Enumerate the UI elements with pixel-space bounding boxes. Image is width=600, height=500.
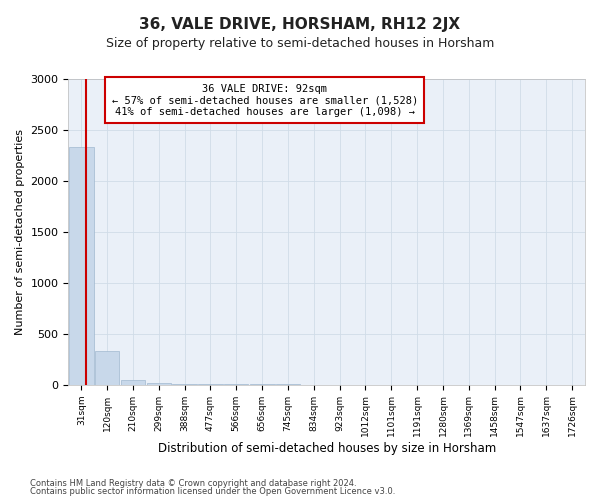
Text: Contains HM Land Registry data © Crown copyright and database right 2024.: Contains HM Land Registry data © Crown c… bbox=[30, 478, 356, 488]
Text: 36 VALE DRIVE: 92sqm
← 57% of semi-detached houses are smaller (1,528)
41% of se: 36 VALE DRIVE: 92sqm ← 57% of semi-detac… bbox=[112, 84, 418, 117]
X-axis label: Distribution of semi-detached houses by size in Horsham: Distribution of semi-detached houses by … bbox=[158, 442, 496, 455]
Text: Contains public sector information licensed under the Open Government Licence v3: Contains public sector information licen… bbox=[30, 487, 395, 496]
Text: 36, VALE DRIVE, HORSHAM, RH12 2JX: 36, VALE DRIVE, HORSHAM, RH12 2JX bbox=[139, 18, 461, 32]
Y-axis label: Number of semi-detached properties: Number of semi-detached properties bbox=[15, 129, 25, 335]
Text: Size of property relative to semi-detached houses in Horsham: Size of property relative to semi-detach… bbox=[106, 38, 494, 51]
Bar bbox=[69, 148, 94, 384]
Bar bbox=[146, 383, 171, 384]
Bar bbox=[95, 351, 119, 384]
Bar bbox=[121, 380, 145, 384]
